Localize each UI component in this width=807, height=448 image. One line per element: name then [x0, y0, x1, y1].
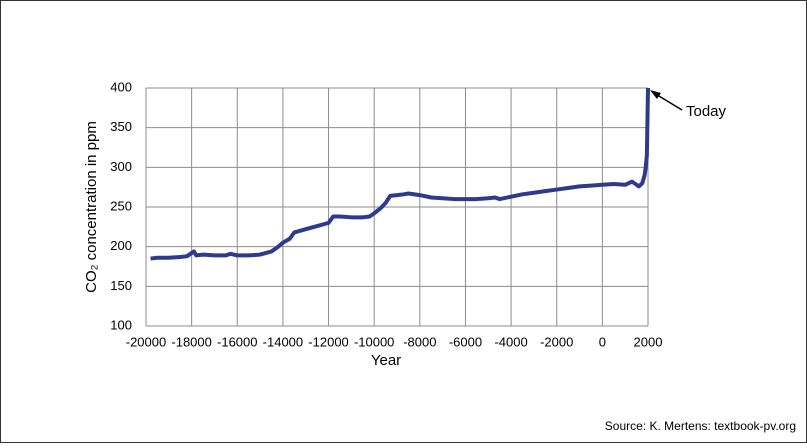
y-tick-label: 100	[110, 317, 132, 332]
x-tick-label: -16000	[217, 334, 257, 349]
data-line	[150, 87, 650, 261]
y-tick-label: 300	[110, 159, 132, 174]
x-tick-label: 2000	[634, 334, 663, 349]
x-tick-label: -2000	[540, 334, 573, 349]
x-tick-label: -18000	[171, 334, 211, 349]
x-axis-label: Year	[371, 352, 401, 369]
x-tick-label: -14000	[263, 334, 303, 349]
y-tick-label: 200	[110, 238, 132, 253]
y-tick-label: 350	[110, 119, 132, 134]
arrow-head	[650, 90, 661, 99]
x-tick-label: -20000	[126, 334, 166, 349]
y-tick-label: 400	[110, 79, 132, 94]
x-tick-label: -8000	[403, 334, 436, 349]
x-tick-label: 0	[599, 334, 606, 349]
x-tick-label: -4000	[494, 334, 527, 349]
y-tick-label: 250	[110, 198, 132, 213]
y-axis-label: CO₂ concentration in ppm	[83, 121, 100, 293]
y-tick-label: 150	[110, 278, 132, 293]
x-tick-label: -10000	[354, 334, 394, 349]
annotation: Today	[686, 103, 727, 120]
x-tick-label: -6000	[449, 334, 482, 349]
source: Source: K. Mertens: textbook-pv.org	[605, 419, 796, 433]
x-tick-label: -12000	[308, 334, 348, 349]
